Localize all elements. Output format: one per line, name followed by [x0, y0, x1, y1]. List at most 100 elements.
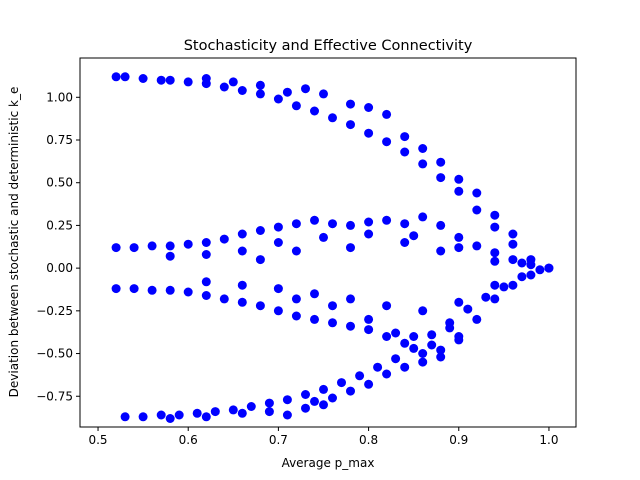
y-tick-label: −0.50	[36, 347, 73, 361]
data-point	[364, 103, 374, 112]
chart-title: Stochasticity and Effective Connectivity	[184, 38, 473, 54]
data-point	[436, 157, 446, 167]
data-point	[255, 226, 265, 235]
y-tick-label: 0.25	[46, 218, 73, 232]
data-point	[400, 238, 410, 247]
data-point	[400, 362, 410, 372]
data-point	[282, 395, 292, 405]
data-point	[490, 280, 500, 290]
data-point	[328, 318, 337, 328]
x-axis-title: Average p_max	[282, 456, 375, 470]
x-tick-label: 1.0	[539, 433, 558, 447]
data-point	[481, 292, 491, 302]
y-tick-label: 0.00	[46, 261, 73, 275]
data-point	[310, 106, 319, 116]
data-point	[382, 332, 392, 341]
data-point	[147, 241, 157, 251]
data-point	[319, 384, 328, 394]
data-point	[472, 314, 482, 324]
data-point	[201, 238, 211, 247]
data-point	[129, 243, 139, 253]
y-axis: −0.75 −0.50 −0.25 0.00 0.25 0.50 0.75 1.00	[36, 90, 80, 403]
data-point	[445, 318, 455, 328]
data-point	[310, 396, 319, 406]
data-point	[454, 243, 464, 253]
data-point	[427, 330, 437, 340]
data-point	[400, 132, 410, 142]
data-point	[310, 215, 319, 225]
data-point	[111, 243, 121, 253]
data-point	[201, 74, 211, 83]
data-point	[346, 243, 355, 253]
data-point	[291, 219, 301, 229]
points-layer	[111, 72, 554, 423]
data-point	[346, 321, 355, 331]
data-point	[364, 217, 374, 227]
data-point	[373, 362, 383, 372]
y-tick-label: 1.00	[46, 90, 73, 104]
data-point	[364, 314, 374, 324]
data-point	[120, 72, 130, 82]
data-point	[165, 251, 175, 261]
data-point	[364, 325, 374, 335]
data-point	[418, 357, 428, 367]
data-point	[228, 405, 238, 415]
data-point	[273, 94, 283, 104]
data-point	[282, 87, 292, 97]
data-point	[237, 297, 247, 307]
data-point	[508, 280, 518, 290]
data-point	[273, 306, 283, 316]
data-point	[319, 89, 328, 99]
data-point	[237, 86, 247, 95]
data-point	[291, 101, 301, 111]
data-point	[382, 137, 392, 147]
data-point	[490, 248, 500, 258]
data-point	[454, 174, 464, 184]
data-point	[165, 414, 175, 423]
data-point	[418, 212, 428, 222]
data-point	[364, 128, 374, 138]
data-point	[472, 205, 482, 215]
data-point	[418, 349, 428, 358]
data-point	[400, 219, 410, 229]
data-point	[237, 246, 247, 256]
data-point	[147, 285, 157, 295]
data-point	[463, 304, 473, 314]
data-point	[120, 412, 130, 422]
x-tick-label: 0.8	[359, 433, 378, 447]
data-point	[436, 345, 446, 355]
data-point	[544, 263, 554, 273]
data-point	[237, 280, 247, 290]
data-point	[228, 77, 238, 87]
data-point	[192, 408, 202, 418]
data-point	[517, 272, 527, 282]
data-point	[301, 403, 310, 413]
data-point	[391, 328, 401, 338]
data-point	[418, 159, 428, 169]
data-point	[138, 412, 148, 422]
data-point	[391, 354, 401, 364]
data-point	[319, 400, 328, 410]
data-point	[301, 84, 310, 94]
data-point	[454, 297, 464, 307]
data-point	[201, 412, 211, 422]
data-point	[165, 285, 175, 295]
data-point	[165, 75, 175, 85]
data-point	[409, 332, 419, 341]
data-point	[382, 301, 392, 311]
data-point	[183, 77, 193, 87]
x-tick-label: 0.9	[449, 433, 468, 447]
data-point	[219, 294, 229, 304]
data-point	[508, 255, 518, 265]
data-point	[319, 232, 328, 242]
data-point	[490, 256, 500, 266]
data-point	[535, 265, 545, 275]
data-point	[255, 255, 265, 265]
data-point	[436, 352, 446, 362]
x-tick-label: 0.7	[269, 433, 288, 447]
data-point	[255, 80, 265, 90]
y-tick-label: 0.75	[46, 133, 73, 147]
x-axis: 0.5 0.6 0.7 0.8 0.9 1.0	[88, 427, 558, 447]
